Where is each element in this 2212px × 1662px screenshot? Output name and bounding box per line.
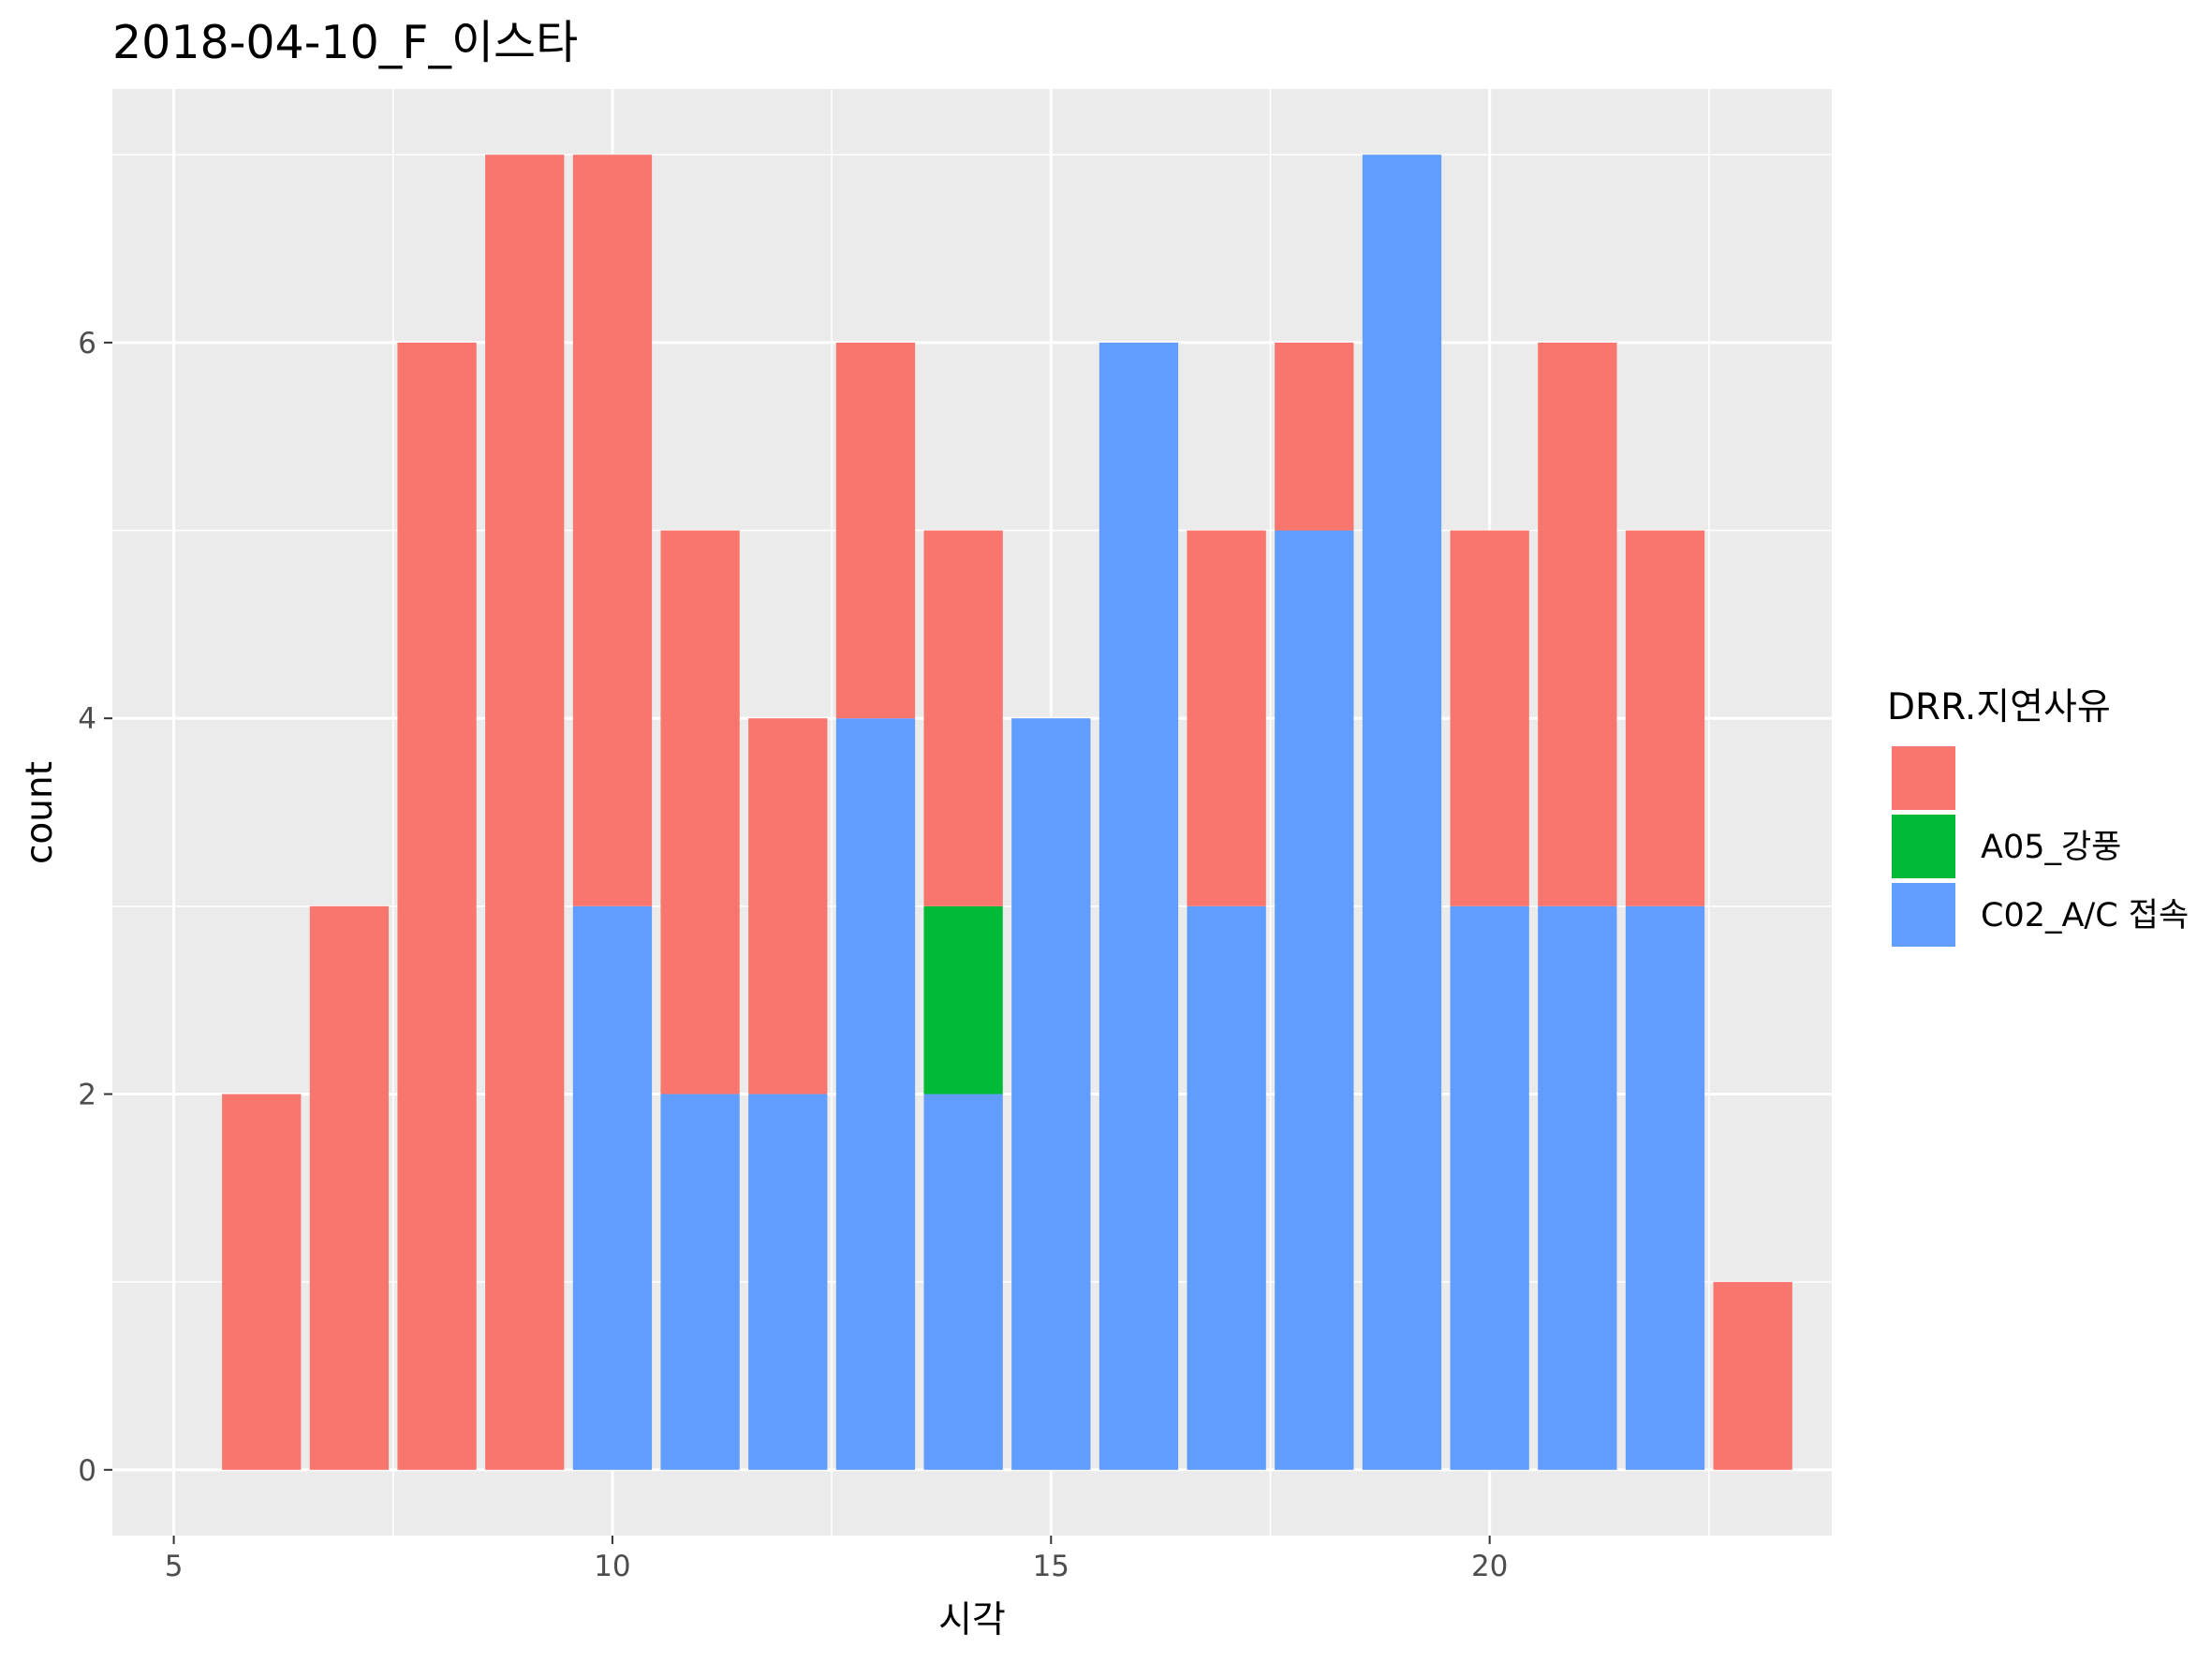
legend-key (1892, 815, 1955, 878)
y-tick-label: 4 (78, 702, 96, 736)
y-tick-label: 2 (78, 1078, 96, 1111)
y-tick-label: 6 (78, 327, 96, 360)
y-tick-label: 0 (78, 1454, 96, 1488)
bar-segment (1099, 342, 1179, 1470)
bar-segment (309, 905, 390, 1470)
bar-segment (1187, 530, 1266, 906)
bar-segment (1625, 530, 1705, 906)
bar-segment (397, 342, 477, 1470)
bar-segment (1275, 342, 1354, 531)
bar-segment (923, 530, 1003, 906)
x-tick-label: 10 (594, 1550, 630, 1583)
bar-segment (748, 1094, 828, 1470)
bar-segment (835, 718, 916, 1470)
y-axis-title: count (19, 761, 61, 864)
legend-key (1892, 746, 1955, 810)
y-axis: 0 2 4 6 (78, 327, 112, 1488)
legend: DRR.지연사유 A05_강풍 C02_A/C 접속 (1887, 686, 2189, 947)
bar-segment (1450, 905, 1529, 1470)
bar-segment (1625, 905, 1705, 1470)
bar-segment (1713, 1282, 1792, 1470)
bar-segment (1011, 718, 1091, 1470)
x-tick-label: 20 (1471, 1550, 1508, 1583)
x-axis-title: 시각 (938, 1599, 1006, 1641)
bar-segment (1538, 905, 1617, 1470)
legend-label: C02_A/C 접속 (1981, 897, 2189, 934)
bar-segment (222, 1094, 302, 1470)
x-axis: 5 10 15 20 (165, 1536, 1508, 1583)
bars (222, 154, 1792, 1470)
bar-segment (485, 154, 565, 1470)
legend-key (1892, 883, 1955, 947)
bar-segment (572, 154, 653, 906)
bar-segment (1275, 530, 1354, 1470)
x-tick-label: 15 (1033, 1550, 1069, 1583)
bar-segment (1362, 154, 1442, 1470)
bar-segment (748, 718, 828, 1095)
legend-label: A05_강풍 (1981, 829, 2121, 866)
bar-segment (1187, 905, 1266, 1470)
bar-segment (660, 1094, 740, 1470)
bar-segment (1450, 530, 1529, 906)
bar-segment (835, 342, 916, 719)
bar-segment (660, 530, 740, 1095)
x-tick-label: 5 (165, 1550, 184, 1583)
bar-segment (572, 905, 653, 1470)
bar-segment (923, 1094, 1003, 1470)
bar-segment (923, 905, 1003, 1095)
bar-segment (1538, 342, 1617, 906)
legend-title: DRR.지연사유 (1887, 686, 2111, 728)
chart-title: 2018-04-10_F_이스타 (112, 16, 578, 69)
